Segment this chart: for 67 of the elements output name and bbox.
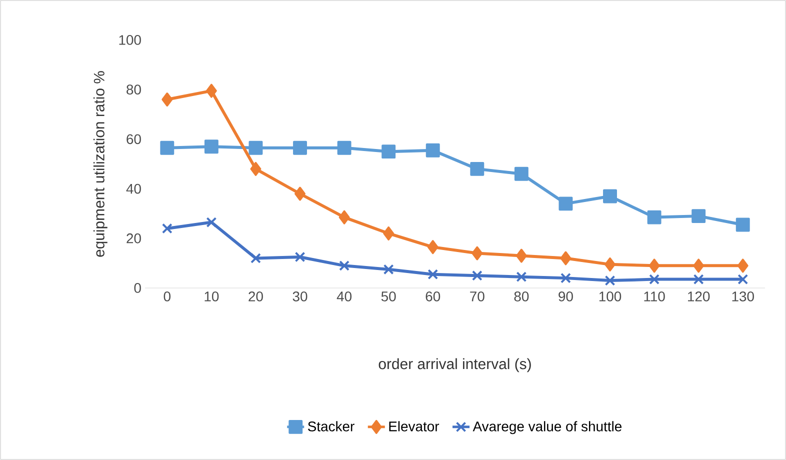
legend-label: Elevator (389, 421, 440, 432)
point (204, 140, 218, 154)
point (206, 84, 217, 98)
point (337, 140, 352, 155)
point (250, 252, 261, 264)
point (294, 186, 306, 201)
legend-label: Avarege value of shuttle (472, 421, 622, 434)
point (737, 258, 748, 273)
point (382, 144, 396, 159)
point (736, 218, 750, 232)
point (692, 209, 706, 224)
point (738, 274, 748, 285)
point (560, 272, 571, 284)
y-tick-label: 40 (126, 184, 141, 194)
x-tick-label: 10 (204, 291, 219, 302)
y-tick-label: 20 (126, 233, 141, 244)
point (604, 275, 616, 286)
point (470, 162, 484, 176)
y-tick-label: 100 (119, 35, 141, 45)
point (383, 226, 394, 240)
point (472, 246, 483, 260)
x-tick-label: 20 (248, 291, 263, 302)
x-tick-label: 0 (164, 291, 170, 302)
point (516, 248, 527, 263)
point (693, 274, 704, 285)
point (339, 260, 350, 271)
point (647, 210, 662, 224)
point (558, 196, 573, 211)
x-tick-label: 30 (292, 291, 308, 302)
x-tick-label: 110 (644, 291, 665, 302)
x-tick-label: 80 (514, 291, 529, 302)
point (338, 210, 350, 224)
point (206, 217, 217, 228)
point (649, 274, 660, 285)
point (294, 252, 306, 262)
point (383, 264, 394, 275)
point (428, 269, 438, 280)
x-tick-label: 100 (599, 291, 622, 302)
point (248, 140, 263, 155)
y-axis-title: equipment utilization ratio % (93, 71, 108, 257)
point (162, 223, 172, 234)
point (648, 258, 660, 273)
x-tick-label: 90 (558, 291, 573, 302)
point (427, 240, 438, 254)
point (604, 257, 616, 272)
x-axis-title: order arrival interval (s) (378, 358, 531, 372)
point (514, 166, 528, 181)
x-tick-label: 60 (426, 291, 440, 302)
point (560, 251, 572, 266)
x-tick-label: 40 (336, 291, 352, 302)
point (516, 272, 527, 282)
point (426, 143, 440, 158)
x-tick-label: 70 (470, 291, 484, 302)
x-tick-label: 130 (732, 291, 754, 302)
point (250, 162, 262, 176)
point (160, 140, 174, 155)
y-tick-label: 60 (126, 134, 141, 144)
point (472, 270, 482, 281)
x-tick-label: 120 (688, 291, 710, 302)
point (162, 92, 173, 106)
x-tick-label: 50 (381, 291, 396, 302)
y-tick-label: 0 (134, 283, 141, 293)
point (603, 189, 617, 204)
point (693, 258, 704, 273)
legend-label: Stacker (308, 421, 354, 432)
point (293, 140, 307, 155)
y-tick-label: 80 (126, 84, 141, 95)
